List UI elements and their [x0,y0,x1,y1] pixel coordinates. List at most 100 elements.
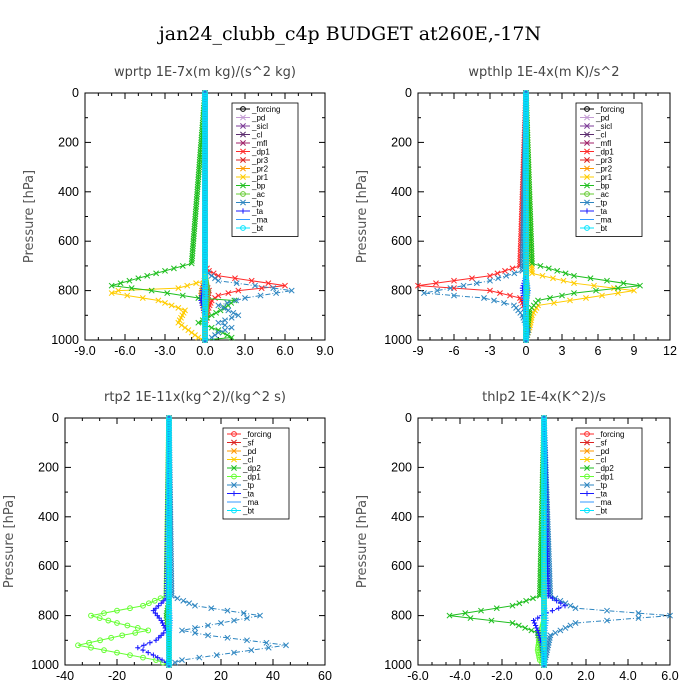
legend-label: _pr1 [251,173,269,182]
series-marker [194,183,201,190]
legend-marker [240,182,246,189]
series-marker [117,280,124,287]
chart-panel-3: rtp2 1E-11x(kg^2)/(kg^2 s) Pressure [hPa]… [2,390,332,683]
series-marker [189,253,196,259]
series-marker [195,319,202,326]
legend-marker [240,199,246,206]
series-marker [195,176,202,183]
series-marker [215,272,222,279]
series-marker [182,324,188,331]
legend-marker [240,165,246,172]
legend-marker [240,123,246,129]
series-marker [288,287,295,294]
y-axis-label: Pressure [hPa] [22,170,37,263]
y-tick-label: 200 [391,460,412,474]
series-marker [192,216,199,222]
series-marker [208,272,215,279]
series-marker [144,272,151,279]
y-axis-label: Pressure [hPa] [2,495,17,588]
legend-label: _bt [251,224,264,233]
series-marker [192,206,199,213]
series-marker [191,230,197,237]
legend-label: _mfl [251,139,267,148]
series-marker [212,332,218,339]
series-marker [497,290,503,297]
series-marker [225,290,232,297]
series-marker [233,297,240,304]
x-tick-label: 4.0 [619,669,636,683]
x-tick-label: 0 [523,344,530,358]
series-marker [252,282,258,289]
y-tick-label: 400 [391,185,412,199]
legend: _forcing_sf_pd_cl_dp2_dp1_tp_ta_ma_bt [222,427,290,520]
legend-marker [240,140,246,146]
series-line [449,417,545,666]
series-marker [159,620,166,626]
x-tick-label: 2.0 [577,669,594,683]
y-axis-label: Pressure [hPa] [355,495,370,588]
series-marker [196,164,203,171]
series-marker [469,275,475,282]
chart-panel-1: wprtp 1E-7x(m kg)/(s^2 kg) Pressure [hPa]… [22,65,334,358]
series-marker [213,309,220,316]
series-marker [545,265,552,272]
series-marker [190,240,197,247]
x-tick-label: -20 [108,669,126,683]
series-marker [212,275,218,282]
series-dp2 [446,415,547,668]
series-marker [175,285,182,292]
x-tick-label: -2.0 [491,669,513,683]
series-line [77,417,170,666]
series-marker [487,287,493,294]
series-marker [235,312,242,319]
x-tick-label: 3 [559,344,566,358]
series-marker [248,277,255,284]
series-marker [124,292,131,299]
series-marker [222,322,228,329]
legend-label: _pr3 [251,156,269,165]
legend-marker [240,225,246,231]
x-tick-label: -9.0 [74,344,96,358]
series-marker [230,309,237,316]
x-tick-label: -3.0 [154,344,176,358]
series-marker [115,287,122,294]
y-tick-label: 800 [391,284,412,298]
series-bt [202,90,208,343]
y-tick-label: 0 [405,411,412,425]
series-marker [153,270,160,277]
series-marker [194,191,201,198]
x-tick-label: 6.0 [661,669,678,683]
series-marker [273,290,280,297]
series-marker [202,337,208,343]
legend-label: _ta [251,207,264,216]
x-tick-label: 0 [166,669,173,683]
series-marker [507,292,513,299]
y-tick-label: 400 [391,510,412,524]
y-tick-label: 400 [38,510,59,524]
series-marker [212,295,218,301]
legend: _forcing_pd_sicl_cl_mfl_dp1_pr3_pr2_pr1_… [575,102,643,237]
series-marker [208,334,215,341]
series-marker [190,243,196,250]
series-marker [195,295,202,301]
panel-title: thlp2 1E-4x(K^2)/s [482,390,606,405]
series-marker [135,275,142,282]
series-marker [494,270,501,277]
series-marker [195,169,202,175]
series-marker [415,282,421,289]
legend-label: _bp [251,181,266,190]
legend-label: _cl [251,130,262,139]
series-marker [162,299,168,306]
series-marker [191,220,198,227]
series-marker [193,193,200,200]
series-marker [139,295,146,301]
series-marker [186,600,193,607]
series-marker [270,285,277,292]
x-tick-label: 0.0 [196,344,213,358]
series-marker [156,603,162,609]
series-marker [193,198,200,205]
legend-label: _forcing [251,105,280,114]
series-marker [175,304,182,311]
series-marker [155,297,162,304]
series-marker [511,270,518,277]
